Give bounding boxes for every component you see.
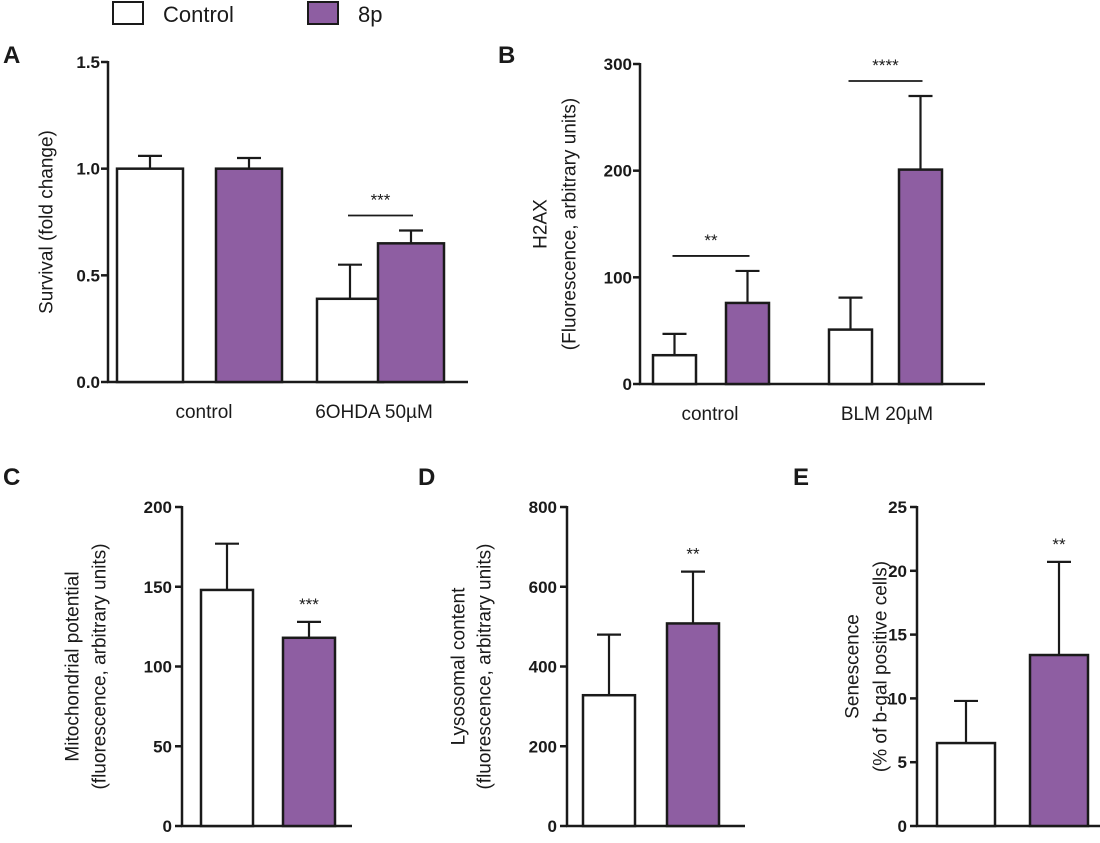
panel-letter-a: A (3, 42, 20, 69)
panel-b-bar-control (651, 353, 698, 386)
panel-letter-d: D (418, 464, 435, 491)
panel-e-bar-8p (1028, 653, 1090, 828)
panel-a-bar-8p (214, 167, 284, 384)
panel-c-y-tick-label: 100 (144, 658, 172, 677)
panel-d-y-tick-label: 200 (529, 737, 557, 756)
legend-label-control: Control (163, 2, 234, 27)
panel-a-y-tick-label: 1.0 (76, 160, 100, 179)
panel-d-chart: 0 200 400 600 800 Lysosomal content (fluoresce… (449, 498, 745, 836)
panel-a-x-tick-label: control (175, 402, 232, 423)
panel-c-bar-control (199, 588, 255, 828)
panel-e-y-tick-label: 25 (888, 498, 907, 517)
panel-e-chart: 0 5 10 15 20 25 Senescence (% of b-gal positive… (843, 498, 1100, 836)
panel-b-y-tick-label: 300 (604, 55, 632, 74)
panel-c-y-tick-label: 50 (153, 737, 172, 756)
panel-e-bar-control (935, 741, 997, 828)
panel-letter-b: B (498, 42, 515, 69)
panel-letter-c: C (3, 464, 20, 491)
panel-a-x-tick-label: 6OHDA 50µM (315, 402, 433, 423)
panel-c-y-tick-label: 200 (144, 498, 172, 517)
panel-b-chart: 0 100 200 300 H2AX (Fluorescence, arbitrary u… (531, 55, 985, 425)
panel-a-chart: 0.0 0.5 1.0 1.5 Survival (fold change) contro… (37, 53, 468, 423)
panel-e-y-tick-label: 15 (888, 626, 907, 645)
panel-e-y-tick-label: 10 (888, 689, 907, 708)
panel-b-y-tick-label: 0 (623, 375, 632, 394)
panel-b-y-axis-label: H2AX (531, 199, 552, 249)
panel-c-y-tick-label: 150 (144, 578, 172, 597)
panel-d-y-axis-label: (fluorescence, arbitrary units) (475, 543, 496, 789)
panel-b-significance-label: ** (704, 231, 718, 250)
panel-d-bar-control (581, 693, 637, 828)
panel-b-y-tick-label: 100 (604, 268, 632, 287)
panel-a-bar-control (315, 297, 385, 384)
panel-c-chart: 0 50 100 150 200 Mitochondrial potential (fluo… (63, 498, 352, 836)
panel-e-significance-label: ** (1052, 535, 1066, 554)
panel-c-y-axis-label: Mitochondrial potential (63, 571, 84, 761)
panel-b-y-tick-label: 200 (604, 162, 632, 181)
panel-d-y-tick-label: 600 (529, 578, 557, 597)
legend-swatch-control (112, 1, 144, 25)
panel-letter-e: E (793, 464, 809, 491)
panel-a-y-tick-label: 1.5 (76, 53, 100, 72)
panel-a-bar-control (115, 167, 185, 384)
panel-a-y-tick-label: 0.0 (76, 373, 100, 392)
panel-a-significance-label: *** (371, 191, 391, 210)
panel-e-y-axis-label: Senescence (843, 614, 864, 719)
panel-c-bar-8p (281, 636, 337, 828)
legend: Control 8p (112, 1, 382, 27)
panel-b-y-axis-label: (Fluorescence, arbitrary units) (560, 98, 581, 350)
panel-d-significance-label: ** (686, 545, 700, 564)
legend-label-8p: 8p (358, 2, 382, 27)
panel-d-y-axis-label: Lysosomal content (449, 587, 470, 745)
panel-e-y-tick-label: 20 (888, 562, 907, 581)
panel-b-bar-8p (724, 301, 771, 386)
panel-c-y-tick-label: 0 (163, 817, 172, 836)
panel-b-bar-8p (897, 168, 944, 386)
panel-b-x-tick-label: BLM 20µM (841, 404, 933, 425)
panel-c-significance-label: *** (299, 595, 319, 614)
panel-e-y-tick-label: 0 (898, 817, 907, 836)
panel-a-y-axis-label: Survival (fold change) (37, 130, 58, 314)
panel-d-y-tick-label: 800 (529, 498, 557, 517)
panel-b-significance-label: **** (872, 56, 899, 75)
panel-e-y-axis-label: (% of b-gal positive cells) (871, 561, 892, 772)
panel-a-y-tick-label: 0.5 (76, 266, 100, 285)
legend-swatch-8p (307, 1, 339, 25)
panel-d-bar-8p (665, 622, 721, 828)
panel-b-bar-control (827, 328, 874, 386)
panel-c-y-axis-label: (fluorescence, arbitrary units) (90, 543, 111, 789)
panel-e-y-tick-label: 5 (898, 753, 907, 772)
panel-d-y-tick-label: 0 (548, 817, 557, 836)
panel-b-x-tick-label: control (681, 404, 738, 425)
panel-d-y-tick-label: 400 (529, 658, 557, 677)
panel-a-bar-8p (376, 242, 446, 384)
